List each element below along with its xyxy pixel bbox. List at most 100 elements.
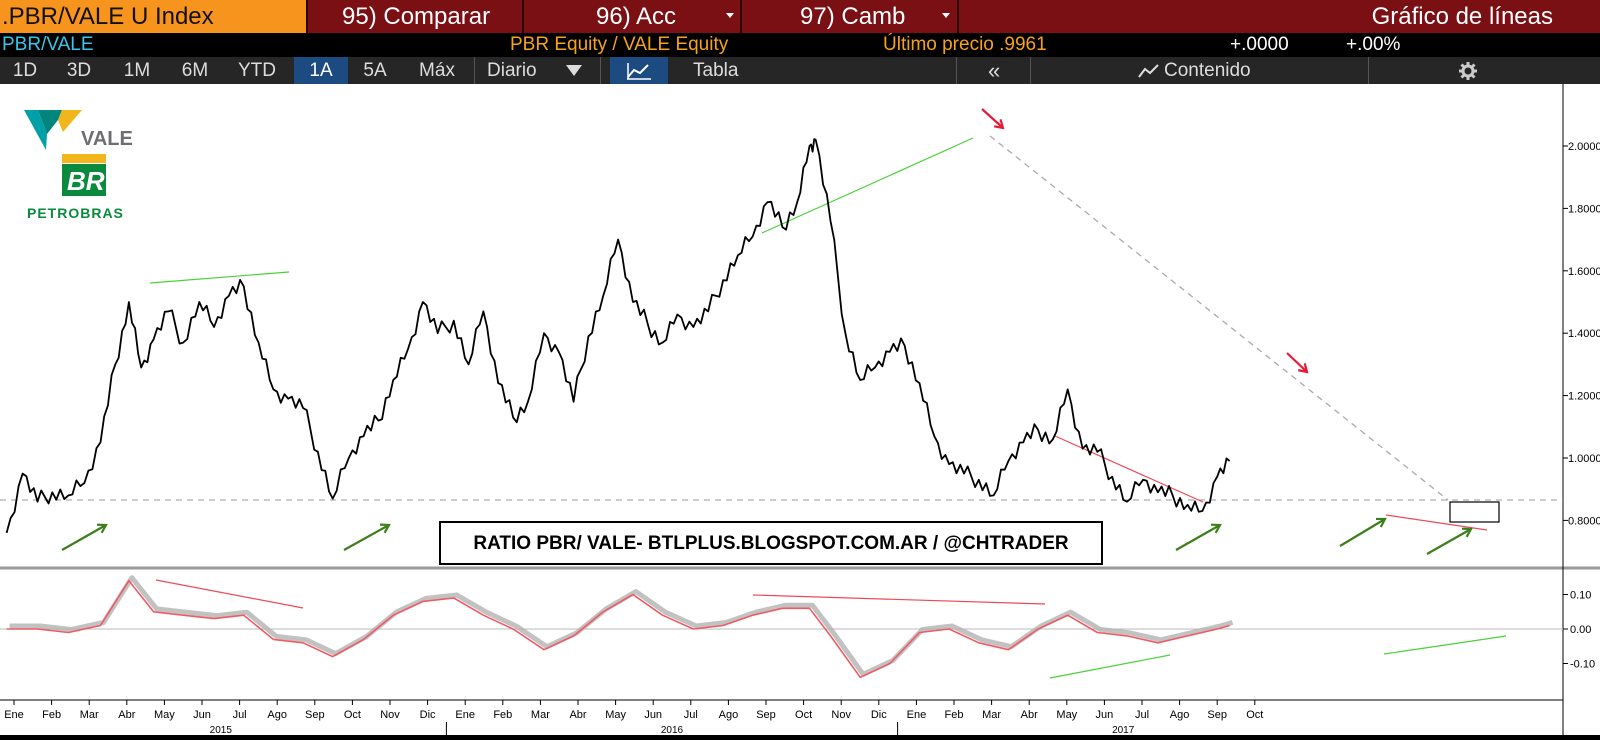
period-1d[interactable]: 1D — [12, 60, 38, 81]
period-max[interactable]: Máx — [419, 60, 455, 81]
equities-label: PBR Equity / VALE Equity — [510, 34, 729, 55]
x-tick-label: Feb — [945, 709, 964, 721]
y-tick-label: 1.6000 — [1568, 266, 1600, 278]
last-price: Último precio .9961 — [883, 34, 1047, 55]
table-tab[interactable]: Tabla — [693, 60, 739, 81]
red-trendline — [155, 579, 304, 609]
green-trendline — [149, 271, 290, 284]
line-chart-icon[interactable] — [610, 57, 668, 84]
x-tick-label: Ene — [907, 709, 927, 721]
period-1a[interactable]: 1A — [294, 57, 348, 84]
year-label: 2015 — [210, 725, 233, 735]
green-trendline — [1383, 635, 1507, 655]
ticker-field[interactable]: .PBR/VALE U Index — [0, 0, 307, 33]
actions-menu[interactable]: 96) Acc — [596, 3, 677, 30]
arrow-up-icon — [61, 523, 108, 551]
security-label: PBR/VALE — [2, 34, 94, 55]
petrobras-logo-text: PETROBRAS — [27, 205, 124, 221]
x-tick-label: May — [605, 709, 626, 721]
x-tick-label: Sep — [305, 709, 325, 721]
red-trendline — [1385, 514, 1488, 531]
x-tick-label: Abr — [569, 709, 586, 721]
y-tick-label: 1.2000 — [1568, 391, 1600, 403]
arrow-up-icon — [1175, 523, 1222, 551]
frequency-select[interactable]: Diario — [487, 60, 537, 81]
year-label: 2017 — [1112, 725, 1135, 735]
x-tick-label: Nov — [380, 709, 400, 721]
y-tick-label: 0.8000 — [1568, 515, 1600, 527]
year-label: 2016 — [661, 725, 684, 735]
y-tick-label: 2.0000 — [1568, 141, 1600, 153]
x-tick-label: May — [1056, 709, 1077, 721]
x-tick-label: Feb — [42, 709, 61, 721]
x-tick-label: Jul — [684, 709, 698, 721]
x-tick-label: Oct — [344, 709, 361, 721]
x-tick-label: Ago — [719, 709, 739, 721]
content-menu[interactable]: Contenido — [1164, 60, 1251, 81]
x-tick-label: Oct — [1246, 709, 1263, 721]
annotation-box: RATIO PBR/ VALE- BTLPLUS.BLOGSPOT.COM.AR… — [439, 521, 1103, 565]
chevron-down-icon[interactable] — [566, 65, 582, 77]
change-absolute: +.0000 — [1230, 34, 1289, 55]
x-tick-label: Sep — [756, 709, 776, 721]
arrow-up-icon — [343, 523, 391, 551]
x-tick-label: Ene — [455, 709, 475, 721]
period-1m[interactable]: 1M — [123, 60, 151, 81]
chevron-down-icon[interactable] — [942, 13, 950, 18]
x-tick-label: Mar — [80, 709, 99, 721]
y-tick-label: 0.00 — [1570, 624, 1591, 636]
arrow-down-icon — [981, 108, 1005, 130]
compare-button[interactable]: 95) Comparar — [342, 3, 491, 30]
x-tick-label: Oct — [795, 709, 812, 721]
arrow-up-icon — [1426, 527, 1473, 555]
line-chart-icon — [1138, 64, 1159, 78]
gear-icon[interactable] — [1459, 62, 1477, 80]
annotation-text: RATIO PBR/ VALE- BTLPLUS.BLOGSPOT.COM.AR… — [473, 533, 1068, 554]
arrow-up-icon — [1339, 517, 1387, 547]
y-tick-label: 0.10 — [1570, 590, 1591, 602]
x-tick-label: Abr — [118, 709, 135, 721]
x-tick-label: Jul — [1135, 709, 1149, 721]
x-tick-label: Jun — [1096, 709, 1114, 721]
highlight-box — [1449, 501, 1500, 523]
x-tick-label: Jun — [644, 709, 662, 721]
x-tick-label: Jun — [193, 709, 211, 721]
green-trendline — [761, 137, 974, 234]
oscillator-shadow — [9, 575, 1234, 677]
x-tick-label: Mar — [531, 709, 550, 721]
double-chevron-left-icon[interactable]: « — [988, 58, 1001, 83]
x-tick-label: Jul — [233, 709, 247, 721]
green-trendline — [1049, 654, 1171, 679]
period-6m[interactable]: 6M — [181, 60, 209, 81]
trend-annotations — [149, 137, 1507, 679]
period-5a[interactable]: 5A — [363, 60, 387, 81]
y-tick-label: 1.8000 — [1568, 203, 1600, 215]
chart-toolbar: 1D 3D 1M 6M YTD 1A 5A Máx Diario Tabla «… — [0, 57, 1600, 84]
period-ytd[interactable]: YTD — [238, 60, 276, 81]
x-tick-label: Ago — [1170, 709, 1190, 721]
x-tick-label: Dic — [871, 709, 887, 721]
period-3d[interactable]: 3D — [66, 60, 92, 81]
y-tick-label: -0.10 — [1570, 659, 1595, 671]
resistance-trendline — [989, 135, 1449, 501]
red-trendline — [1054, 435, 1204, 503]
x-tick-label: Ago — [267, 709, 287, 721]
price-ratio-line — [5, 138, 1231, 534]
x-tick-label: Dic — [420, 709, 436, 721]
x-tick-label: May — [154, 709, 175, 721]
oscillator-line — [6, 579, 1230, 679]
y-tick-label: 1.4000 — [1568, 328, 1600, 340]
arrow-annotations — [61, 108, 1473, 555]
y-tick-label: 1.0000 — [1568, 453, 1600, 465]
red-trendline — [752, 594, 1046, 605]
chevron-down-icon[interactable] — [726, 13, 734, 18]
x-tick-label: Mar — [982, 709, 1001, 721]
info-bar: PBR/VALE PBR Equity / VALE Equity Último… — [0, 33, 1600, 57]
x-tick-label: Sep — [1207, 709, 1227, 721]
ratio-chart: VALE BR PETROBRAS 2.0000 1.8000 1.6000 1.40… — [0, 84, 1600, 736]
x-tick-label: Feb — [493, 709, 512, 721]
chart-area: VALE BR PETROBRAS 2.0000 1.8000 1.6000 1.40… — [0, 84, 1600, 736]
br-logo-text: BR — [67, 166, 105, 196]
change-menu[interactable]: 97) Camb — [800, 3, 906, 30]
petrobras-logo: BR PETROBRAS — [27, 154, 124, 221]
